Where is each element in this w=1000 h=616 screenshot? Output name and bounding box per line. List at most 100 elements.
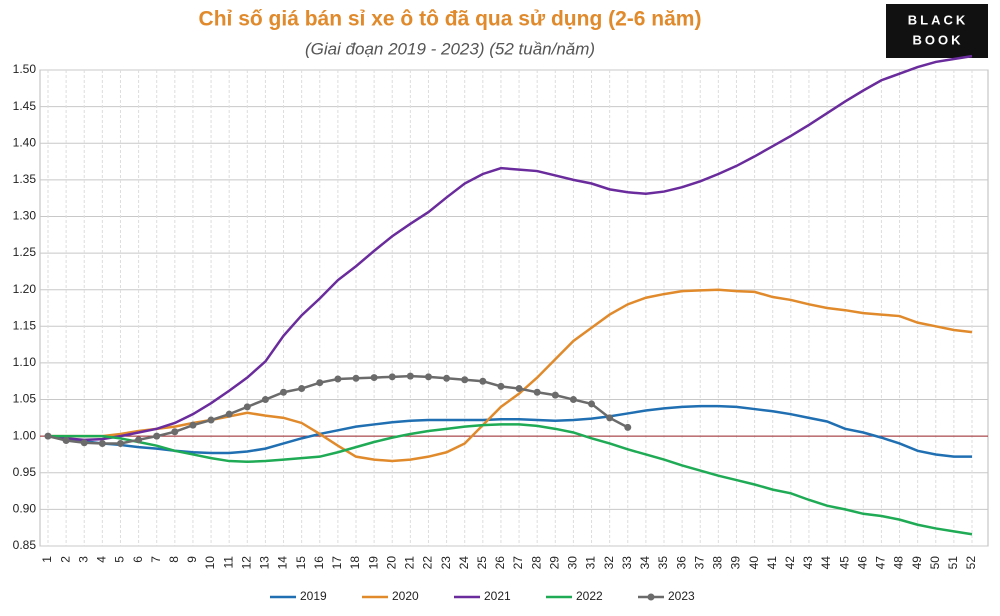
y-tick-label: 1.50 [13, 62, 37, 76]
x-tick-label: 51 [946, 556, 960, 570]
y-tick-label: 1.30 [13, 209, 37, 223]
x-tick-label: 42 [783, 556, 797, 570]
y-tick-label: 1.05 [13, 392, 37, 406]
legend-label: 2020 [392, 589, 419, 603]
x-tick-label: 29 [547, 556, 561, 570]
x-tick-label: 49 [910, 556, 924, 570]
series-marker [370, 374, 378, 382]
series-marker [388, 373, 396, 381]
x-tick-label: 19 [366, 556, 380, 570]
x-tick-label: 2 [58, 556, 72, 563]
x-tick-label: 38 [711, 556, 725, 570]
series-marker [44, 432, 52, 440]
x-tick-label: 21 [403, 556, 417, 570]
series-marker [261, 396, 269, 404]
x-tick-label: 41 [765, 556, 779, 570]
x-tick-label: 3 [76, 556, 90, 563]
y-tick-label: 1.20 [13, 282, 37, 296]
x-tick-label: 32 [602, 556, 616, 570]
x-tick-label: 50 [928, 556, 942, 570]
plot-area [39, 69, 989, 547]
series-marker [298, 385, 306, 393]
x-tick-label: 1 [40, 556, 54, 563]
series-marker [80, 439, 88, 447]
x-tick-label: 47 [874, 556, 888, 570]
x-tick-label: 25 [475, 556, 489, 570]
series-line [47, 54, 973, 442]
x-tick-label: 44 [819, 556, 833, 570]
y-tick-label: 1.35 [13, 172, 37, 186]
x-tick-label: 36 [674, 556, 688, 570]
logo-text: BOOK [913, 32, 964, 47]
x-tick-label: 12 [239, 556, 253, 570]
x-tick-label: 24 [457, 556, 471, 570]
series-marker [116, 439, 124, 447]
series-marker [243, 403, 251, 411]
x-tick-label: 17 [330, 556, 344, 570]
series-marker [98, 439, 106, 447]
x-tick-label: 7 [149, 556, 163, 563]
series-marker [135, 436, 143, 444]
y-tick-label: 1.00 [13, 428, 37, 442]
y-tick-label: 1.25 [13, 245, 37, 259]
x-tick-label: 28 [529, 556, 543, 570]
series-marker [443, 374, 451, 382]
series-marker [207, 416, 215, 424]
legend-label: 2021 [484, 589, 511, 603]
x-tick-label: 11 [221, 556, 235, 569]
x-tick-label: 8 [167, 556, 181, 563]
y-tick-label: 0.95 [13, 465, 37, 479]
y-tick-label: 1.40 [13, 135, 37, 149]
x-tick-label: 26 [493, 556, 507, 570]
x-tick-label: 37 [692, 556, 706, 570]
series-marker [624, 423, 632, 431]
x-tick-label: 13 [258, 556, 272, 570]
series-marker [406, 372, 414, 380]
x-tick-label: 10 [203, 556, 217, 570]
x-tick-label: 35 [656, 556, 670, 570]
x-tick-label: 46 [855, 556, 869, 570]
x-tick-label: 22 [421, 556, 435, 570]
series-marker [62, 437, 70, 445]
x-tick-label: 9 [185, 556, 199, 563]
x-tick-label: 34 [638, 556, 652, 570]
x-tick-label: 20 [384, 556, 398, 570]
logo-text: BLACK [908, 12, 969, 27]
legend-marker [647, 593, 655, 601]
x-tick-label: 52 [964, 556, 978, 570]
x-tick-label: 48 [892, 556, 906, 570]
series-line [48, 288, 973, 463]
x-tick-label: 45 [837, 556, 851, 570]
x-tick-label: 16 [312, 556, 326, 570]
series-marker [225, 410, 233, 418]
y-tick-label: 0.90 [13, 502, 37, 516]
legend-label: 2022 [576, 589, 603, 603]
logo-box [886, 4, 988, 58]
x-tick-label: 43 [801, 556, 815, 570]
x-tick-label: 23 [439, 556, 453, 570]
y-tick-label: 1.15 [13, 318, 37, 332]
series-marker [479, 377, 487, 385]
y-tick-label: 1.45 [13, 99, 37, 113]
x-tick-label: 33 [620, 556, 634, 570]
x-tick-label: 5 [113, 556, 127, 563]
chart-subtitle: (Giai đoạn 2019 - 2023) (52 tuần/năm) [305, 39, 595, 58]
series-marker [515, 385, 523, 393]
x-tick-label: 6 [131, 556, 145, 563]
x-tick-label: 31 [584, 556, 598, 570]
series-marker [606, 414, 614, 422]
x-tick-label: 18 [348, 556, 362, 570]
x-tick-label: 27 [511, 556, 525, 570]
y-tick-label: 0.85 [13, 538, 37, 552]
legend-label: 2023 [668, 589, 695, 603]
series-marker [334, 375, 342, 383]
x-tick-label: 39 [729, 556, 743, 570]
series-marker [551, 391, 559, 399]
series-marker [153, 432, 161, 440]
series-marker [424, 373, 432, 381]
x-tick-label: 4 [95, 556, 109, 563]
series-marker [352, 374, 360, 382]
x-tick-label: 30 [566, 556, 580, 570]
series-marker [497, 382, 505, 390]
series-marker [316, 379, 324, 387]
